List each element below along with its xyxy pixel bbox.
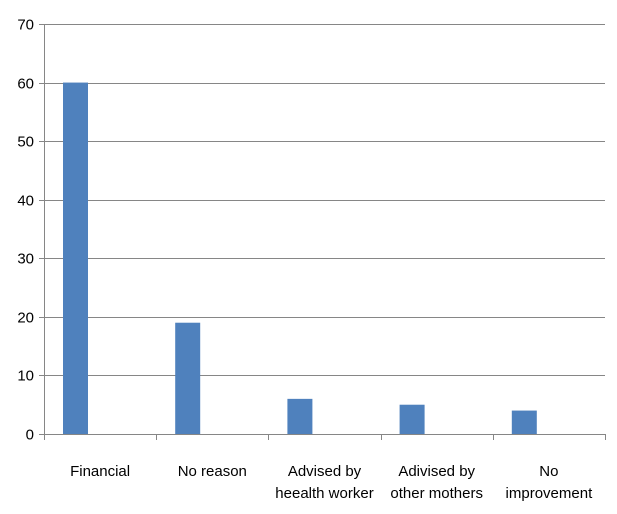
y-tick-label: 30 bbox=[17, 251, 34, 268]
x-category-label: heealth worker bbox=[275, 485, 373, 502]
y-tick-label: 0 bbox=[26, 427, 34, 444]
x-category-label: Advised by bbox=[288, 463, 362, 480]
bar bbox=[399, 404, 425, 434]
axes bbox=[39, 24, 606, 440]
y-tick-label: 40 bbox=[17, 193, 34, 210]
gridlines bbox=[44, 24, 605, 376]
y-tick-label: 20 bbox=[17, 310, 34, 327]
y-tick-label: 60 bbox=[17, 76, 34, 93]
x-category-label: Adivised by bbox=[398, 463, 475, 480]
x-category-label: Financial bbox=[70, 463, 130, 480]
y-tick-label: 50 bbox=[17, 134, 34, 151]
bar bbox=[63, 82, 88, 435]
y-tick-label: 70 bbox=[17, 17, 34, 34]
bar bbox=[175, 322, 201, 434]
x-category-label: other mothers bbox=[390, 485, 483, 502]
y-tick-label: 10 bbox=[17, 368, 34, 385]
bar bbox=[287, 398, 313, 434]
x-category-label: No bbox=[539, 463, 558, 480]
x-category-label: improvement bbox=[506, 485, 594, 502]
x-category-label: No reason bbox=[178, 463, 247, 480]
y-tick-labels: 0 10 20 30 40 50 60 70 bbox=[17, 17, 34, 444]
bars bbox=[63, 82, 537, 435]
x-category-labels: Financial No reason Advised by heealth work… bbox=[70, 463, 593, 502]
bar bbox=[511, 410, 537, 434]
